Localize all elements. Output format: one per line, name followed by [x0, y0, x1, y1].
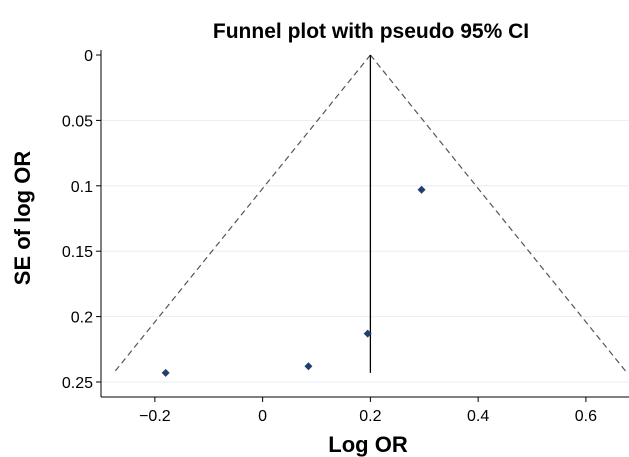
x-tick-label-4: 0.6: [575, 408, 597, 425]
y-tick-label-1: 0.05: [62, 113, 93, 130]
data-point-0: [161, 368, 170, 377]
data-point-1: [304, 362, 313, 371]
y-tick-label-4: 0.2: [71, 310, 93, 327]
y-tick-label-2: 0.1: [71, 179, 93, 196]
y-tick-label-3: 0.15: [62, 244, 93, 261]
x-tick-label-1: 0: [258, 408, 267, 425]
funnel-lines: [113, 54, 628, 374]
x-axis-title: Log OR: [328, 432, 408, 457]
data-point-3: [417, 185, 426, 194]
funnel-lower-bound: [113, 54, 371, 374]
chart-title: Funnel plot with pseudo 95% CI: [213, 20, 529, 43]
y-tick-label-5: 0.25: [62, 375, 93, 392]
grid: [101, 119, 629, 383]
x-tick-label-3: 0.4: [467, 408, 489, 425]
data-points: [161, 185, 426, 377]
x-tick-label-0: −0.2: [139, 408, 171, 425]
axes: 0 0.05 0.1 0.15 0.2 0.25 −0.2 0 0.2 0.4 0.6: [62, 48, 629, 425]
y-tick-label-0: 0: [84, 48, 93, 65]
data-point-2: [363, 329, 372, 338]
funnel-upper-bound: [369, 54, 628, 374]
y-axis-title: SE of log OR: [10, 151, 35, 286]
x-tick-label-2: 0.2: [359, 408, 381, 425]
